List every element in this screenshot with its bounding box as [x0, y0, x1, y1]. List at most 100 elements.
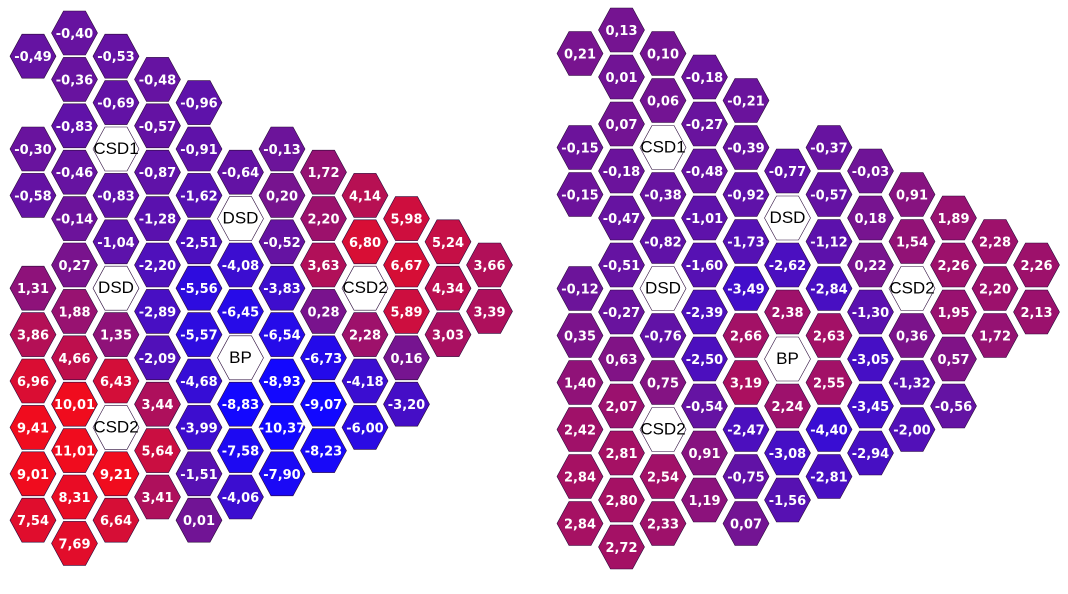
hex-cell: [51, 428, 98, 473]
hex-cell: [300, 335, 347, 381]
cell-value: -0,37: [810, 142, 847, 157]
region-label: CSD2: [342, 278, 387, 297]
hex-cell: [639, 360, 687, 405]
hex-cell: [217, 381, 264, 427]
hex-cell: [805, 454, 853, 499]
hex-cell: [300, 196, 347, 241]
hex-cell: [681, 101, 728, 147]
hex-cell: [847, 195, 894, 241]
hex-cell: [681, 430, 728, 476]
hex-cell: [681, 242, 728, 288]
region-label: CSD2: [889, 279, 934, 298]
hex-cell-label-bg: [764, 336, 811, 382]
cell-value: 0,22: [854, 259, 886, 274]
cell-value: 6,64: [100, 514, 132, 529]
hex-cell: [639, 313, 687, 358]
hex-cell: [681, 336, 728, 382]
hex-cell: [556, 360, 604, 405]
hex-cell: [930, 383, 977, 429]
hex-cell-label-bg: [92, 265, 140, 311]
hex-cell: [722, 313, 770, 358]
cell-value: 2,28: [349, 329, 381, 344]
hex-cell: [639, 501, 687, 546]
cell-value: 1,72: [307, 166, 339, 181]
cell-value: -0,58: [14, 189, 51, 204]
hex-cell: [175, 405, 223, 450]
hex-cell: [341, 173, 389, 218]
cell-value: -1,62: [180, 189, 217, 204]
cell-value: -3,05: [852, 353, 889, 368]
cell-value: -0,12: [561, 283, 598, 298]
hex-cell: [175, 312, 223, 357]
cell-value: 3,03: [432, 329, 464, 344]
cell-value: 6,43: [100, 375, 132, 390]
hex-cell: [598, 430, 645, 476]
hex-cell: [258, 265, 306, 311]
cell-value: 8,31: [58, 491, 90, 506]
hex-cell: [175, 265, 223, 311]
region-label: DSD: [645, 279, 681, 298]
hex-cell: [466, 242, 513, 288]
cell-value: -7,90: [263, 468, 300, 483]
hex-cell: [9, 451, 57, 497]
cell-value: -5,57: [180, 329, 217, 344]
cell-value: -0,15: [561, 142, 598, 157]
hex-cell: [300, 149, 347, 195]
hex-cell: [722, 454, 770, 499]
region-label: CSD1: [640, 138, 685, 157]
hex-cell: [556, 454, 604, 499]
cell-value: 2,28: [979, 236, 1011, 251]
cell-value: -8,93: [263, 375, 300, 390]
cell-value: 0,07: [605, 118, 637, 133]
hex-cell-label-bg: [639, 266, 687, 311]
cell-value: -1,30: [852, 306, 889, 321]
hex-cell: [681, 383, 728, 429]
cell-value: -2,81: [810, 471, 847, 486]
cell-value: -0,48: [686, 165, 723, 180]
hex-cell: [556, 31, 604, 76]
cell-value: 7,54: [17, 514, 49, 529]
hex-cell-label-bg: [639, 125, 687, 170]
hex-cell: [134, 196, 181, 241]
cell-value: 2,84: [564, 471, 596, 486]
hex-map-left: -0,40 -0,49 -0,53 -0,36 -0,48 -0,69 -0,96 -0,83…: [9, 10, 513, 566]
cell-value: -0,30: [14, 143, 51, 158]
hex-cell: [175, 80, 223, 125]
hex-cell-label-bg: [888, 266, 936, 311]
cell-value: -3,08: [769, 447, 806, 462]
hex-cell: [424, 219, 472, 265]
cell-value: 0,75: [647, 377, 679, 392]
cell-value: -2,20: [139, 259, 176, 274]
cell-value: -3,20: [388, 398, 425, 413]
cell-value: 3,19: [730, 377, 762, 392]
hex-cell: [134, 335, 181, 381]
hex-cell: [598, 195, 645, 241]
cell-value: 0,01: [605, 71, 637, 86]
hex-cell: [383, 289, 430, 334]
hex-cell: [556, 501, 604, 546]
hex-cell: [92, 80, 140, 125]
hex-cell: [598, 54, 645, 100]
cell-value: -4,18: [346, 375, 383, 390]
cell-value: 1,35: [100, 329, 132, 344]
hex-cell: [341, 219, 389, 265]
hex-cell: [764, 383, 811, 429]
hex-cell: [51, 10, 98, 56]
cell-value: 10,01: [54, 398, 95, 413]
hex-cell: [598, 383, 645, 429]
cell-value: 2,07: [605, 400, 637, 415]
cell-value: 0,21: [564, 48, 596, 63]
hex-cell: [556, 313, 604, 358]
hex-cell: [598, 524, 645, 570]
hex-cell: [175, 219, 223, 265]
region-label: BP: [229, 348, 252, 367]
cell-value: 0,20: [266, 189, 298, 204]
hex-cell: [888, 172, 936, 217]
hex-cell: [847, 383, 894, 429]
hex-cell: [383, 242, 430, 288]
hex-cell: [805, 172, 853, 217]
hex-cell: [341, 312, 389, 357]
cell-value: -0,77: [769, 165, 806, 180]
cell-value: -0,14: [56, 213, 93, 228]
